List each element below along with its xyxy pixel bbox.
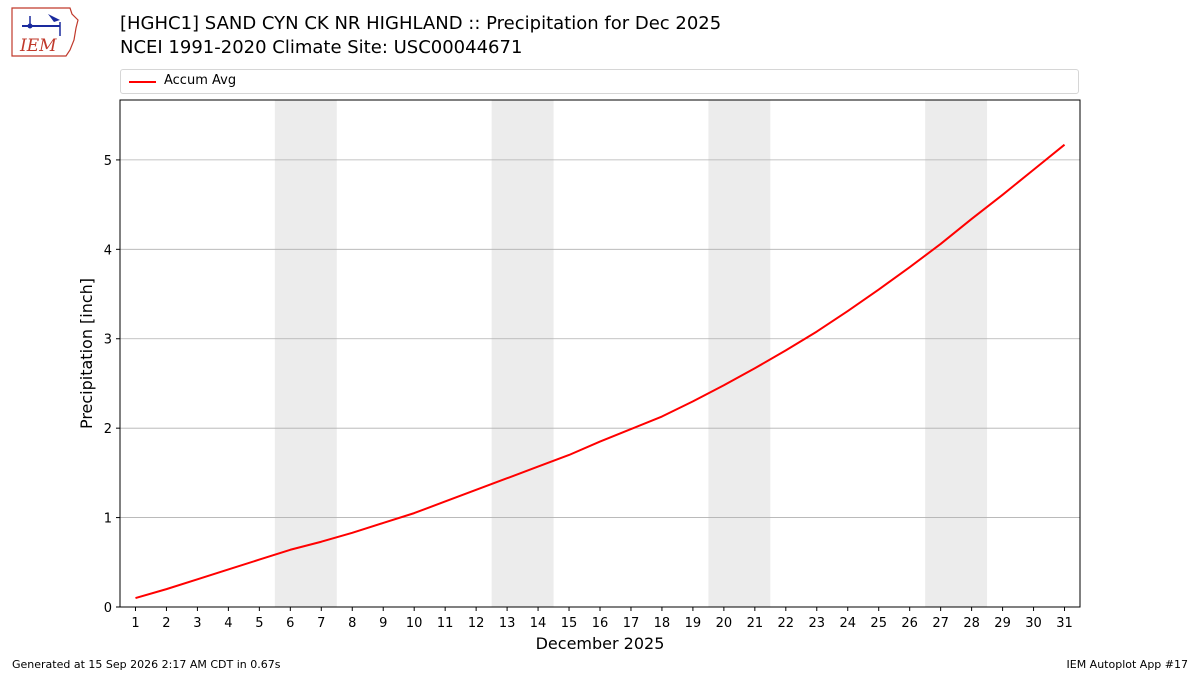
chart-title: [HGHC1] SAND CYN CK NR HIGHLAND :: Preci…: [120, 13, 722, 34]
legend-label-accum-avg: Accum Avg: [164, 73, 237, 88]
x-tick-label: 19: [685, 616, 702, 631]
x-tick-label: 29: [994, 616, 1011, 631]
x-tick-label: 10: [406, 616, 423, 631]
x-tick-label: 21: [747, 616, 764, 631]
x-tick-label: 22: [778, 616, 795, 631]
legend: Accum Avg: [120, 69, 1079, 94]
y-tick-label: 0: [104, 601, 112, 616]
x-tick-label: 16: [592, 616, 609, 631]
x-tick-label: 13: [499, 616, 516, 631]
x-tick-label: 3: [193, 616, 201, 631]
x-tick-label: 11: [437, 616, 454, 631]
y-tick-label: 4: [104, 243, 112, 258]
x-tick-label: 14: [530, 616, 547, 631]
x-tick-label: 9: [379, 616, 387, 631]
iem-logo-icon: IEM: [11, 7, 79, 57]
x-tick-label: 15: [561, 616, 578, 631]
autoplot-app-label: IEM Autoplot App #17: [1066, 658, 1189, 671]
x-tick-label: 26: [901, 616, 918, 631]
y-axis-label: Precipitation [inch]: [77, 278, 96, 429]
x-tick-label: 5: [255, 616, 263, 631]
x-tick-label: 6: [286, 616, 294, 631]
x-tick-label: 25: [870, 616, 887, 631]
weekend-band: [708, 100, 771, 607]
x-tick-label: 7: [317, 616, 325, 631]
legend-line-swatch: [129, 81, 156, 83]
x-tick-label: 17: [623, 616, 640, 631]
x-tick-label: 27: [932, 616, 949, 631]
x-tick-label: 23: [809, 616, 826, 631]
x-tick-label: 30: [1025, 616, 1042, 631]
y-tick-label: 2: [104, 422, 112, 437]
weekend-band: [274, 100, 337, 607]
x-tick-label: 2: [162, 616, 170, 631]
logo-text: IEM: [19, 36, 57, 56]
x-tick-label: 8: [348, 616, 356, 631]
weekend-band: [925, 100, 988, 607]
x-tick-label: 28: [963, 616, 980, 631]
x-tick-label: 31: [1056, 616, 1073, 631]
x-tick-label: 18: [654, 616, 671, 631]
x-tick-label: 24: [839, 616, 856, 631]
iem-logo: IEM: [8, 6, 80, 62]
y-tick-label: 1: [104, 512, 112, 527]
weekend-band: [491, 100, 554, 607]
y-tick-label: 5: [104, 154, 112, 169]
x-tick-label: 1: [131, 616, 139, 631]
x-axis-label: December 2025: [536, 634, 665, 653]
y-tick-label: 3: [104, 333, 112, 348]
chart-subtitle: NCEI 1991-2020 Climate Site: USC00044671: [120, 37, 523, 58]
x-tick-label: 4: [224, 616, 232, 631]
x-tick-label: 12: [468, 616, 485, 631]
generated-timestamp: Generated at 15 Sep 2026 2:17 AM CDT in …: [12, 658, 281, 671]
x-tick-label: 20: [716, 616, 733, 631]
